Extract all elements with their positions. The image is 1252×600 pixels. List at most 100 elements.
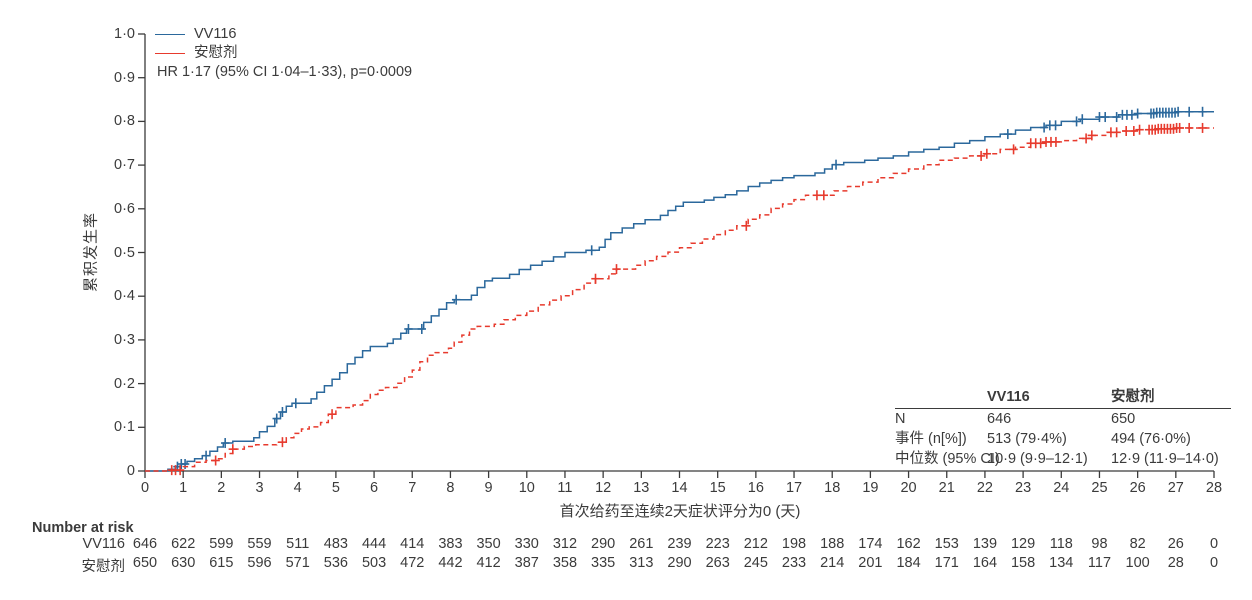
y-tick-label-0·5: 0·5 xyxy=(114,244,135,261)
x-tick-label-16: 16 xyxy=(747,480,764,496)
risk-count-vv116-day22: 139 xyxy=(972,536,998,552)
risk-count-vv116-day12: 290 xyxy=(591,536,616,552)
risk-count-placebo-day28: 0 xyxy=(1209,555,1219,571)
risk-count-vv116-day18: 188 xyxy=(820,536,845,552)
risk-count-vv116-day6: 444 xyxy=(361,536,387,552)
x-tick-label-14: 14 xyxy=(671,480,688,496)
summary-stats-table: VV116 安慰剂 N 646 650 事件 (n[%]) 513 (79·4%… xyxy=(895,387,1231,469)
risk-count-placebo-day13: 313 xyxy=(629,555,654,571)
y-tick-label-0·6: 0·6 xyxy=(114,200,135,217)
y-tick-label-0·3: 0·3 xyxy=(114,331,135,348)
y-tick-label-0: 0 xyxy=(126,463,135,479)
y-tick-label-0·2: 0·2 xyxy=(114,375,135,392)
x-tick-label-18: 18 xyxy=(824,480,841,496)
risk-count-vv116-day4: 511 xyxy=(286,536,310,552)
risk-count-vv116-day26: 82 xyxy=(1129,536,1146,552)
x-tick-label-24: 24 xyxy=(1053,480,1070,496)
stats-row-n-vv116: 646 xyxy=(987,411,1012,427)
x-tick-label-20: 20 xyxy=(900,480,917,496)
risk-count-vv116-day5: 483 xyxy=(323,536,348,552)
risk-count-placebo-day1: 630 xyxy=(171,555,196,571)
risk-count-vv116-day11: 312 xyxy=(552,536,578,552)
risk-count-vv116-day23: 129 xyxy=(1010,536,1036,552)
risk-count-vv116-day21: 153 xyxy=(934,536,959,552)
risk-count-placebo-day5: 536 xyxy=(323,555,348,571)
legend-line-placebo-icon xyxy=(155,53,185,54)
x-tick-label-19: 19 xyxy=(862,480,879,496)
risk-count-placebo-day27: 28 xyxy=(1167,555,1184,571)
risk-count-placebo-day6: 503 xyxy=(361,555,387,571)
number-at-risk-label-placebo: 安慰剂 xyxy=(81,559,126,575)
x-tick-label-3: 3 xyxy=(255,480,264,496)
x-tick-label-11: 11 xyxy=(557,480,573,496)
legend-item-placebo: 安慰剂 xyxy=(155,44,238,63)
y-tick-label-0·8: 0·8 xyxy=(114,113,135,130)
x-tick-label-12: 12 xyxy=(595,480,612,496)
x-axis-title: 首次给药至连续2天症状评分为0 (天) xyxy=(559,503,801,520)
risk-count-vv116-day0: 646 xyxy=(132,536,158,552)
curve-vv116 xyxy=(145,111,1214,472)
risk-count-vv116-day8: 383 xyxy=(438,536,463,552)
risk-count-placebo-day16: 245 xyxy=(743,555,768,571)
x-tick-label-5: 5 xyxy=(331,480,340,496)
x-tick-label-7: 7 xyxy=(408,480,417,496)
x-tick-label-26: 26 xyxy=(1129,480,1146,496)
legend-label-placebo: 安慰剂 xyxy=(194,45,238,61)
stats-row-median-vv116: 10·9 (9·9–12·1) xyxy=(987,451,1088,467)
y-tick-label-0·9: 0·9 xyxy=(114,69,135,86)
risk-count-placebo-day18: 214 xyxy=(820,555,845,571)
risk-count-vv116-day16: 212 xyxy=(743,536,768,552)
x-tick-label-27: 27 xyxy=(1167,480,1184,496)
stats-row-events-label: 事件 (n[%]) xyxy=(895,431,967,447)
risk-count-vv116-day1: 622 xyxy=(171,536,196,552)
number-at-risk-title: Number at risk xyxy=(32,520,134,536)
x-tick-label-22: 22 xyxy=(976,480,993,496)
risk-count-placebo-day21: 171 xyxy=(934,555,959,571)
stats-row-events-placebo: 494 (76·0%) xyxy=(1111,431,1191,447)
risk-count-placebo-day8: 442 xyxy=(438,555,463,571)
x-tick-label-10: 10 xyxy=(518,480,535,496)
stats-header-empty xyxy=(895,387,987,409)
risk-count-placebo-day15: 263 xyxy=(705,555,730,571)
legend-label-vv116: VV116 xyxy=(194,26,237,42)
risk-count-placebo-day14: 290 xyxy=(667,555,692,571)
risk-count-vv116-day19: 174 xyxy=(858,536,883,552)
risk-count-vv116-day2: 599 xyxy=(209,536,234,552)
x-tick-label-25: 25 xyxy=(1091,480,1108,496)
risk-count-vv116-day10: 330 xyxy=(514,536,539,552)
stats-header-vv116: VV116 xyxy=(987,387,1111,409)
risk-count-placebo-day3: 596 xyxy=(247,555,272,571)
risk-count-placebo-day0: 650 xyxy=(132,555,158,571)
x-tick-label-23: 23 xyxy=(1015,480,1032,496)
risk-count-placebo-day17: 233 xyxy=(781,555,807,571)
risk-count-vv116-day9: 350 xyxy=(476,536,501,552)
legend: VV116 安慰剂 xyxy=(155,25,238,63)
risk-count-vv116-day14: 239 xyxy=(667,536,692,552)
risk-count-vv116-day17: 198 xyxy=(781,536,807,552)
risk-count-vv116-day7: 414 xyxy=(400,536,425,552)
risk-count-placebo-day24: 134 xyxy=(1049,555,1074,571)
risk-count-vv116-day24: 118 xyxy=(1049,536,1073,552)
stats-row-median-placebo: 12·9 (11·9–14·0) xyxy=(1111,451,1219,467)
stats-header-placebo: 安慰剂 xyxy=(1111,387,1231,409)
risk-count-placebo-day2: 615 xyxy=(209,555,234,571)
y-tick-label-0·7: 0·7 xyxy=(114,157,135,174)
curve-placebo xyxy=(145,127,1214,472)
x-tick-label-28: 28 xyxy=(1205,480,1223,496)
risk-count-vv116-day20: 162 xyxy=(896,536,921,552)
x-tick-label-17: 17 xyxy=(785,480,803,496)
risk-count-placebo-day25: 117 xyxy=(1087,555,1112,571)
risk-count-vv116-day13: 261 xyxy=(629,536,654,552)
legend-line-vv116-icon xyxy=(155,34,185,35)
x-tick-label-4: 4 xyxy=(293,480,302,496)
risk-count-placebo-day22: 164 xyxy=(972,555,998,571)
risk-count-placebo-day4: 571 xyxy=(285,555,310,571)
risk-count-vv116-day28: 0 xyxy=(1209,536,1219,552)
x-tick-label-15: 15 xyxy=(709,480,726,496)
stats-row-n-placebo: 650 xyxy=(1111,411,1136,427)
y-tick-label-0·4: 0·4 xyxy=(114,288,135,305)
legend-item-vv116: VV116 xyxy=(155,25,238,44)
x-tick-label-2: 2 xyxy=(217,480,226,496)
x-tick-label-9: 9 xyxy=(484,480,493,496)
